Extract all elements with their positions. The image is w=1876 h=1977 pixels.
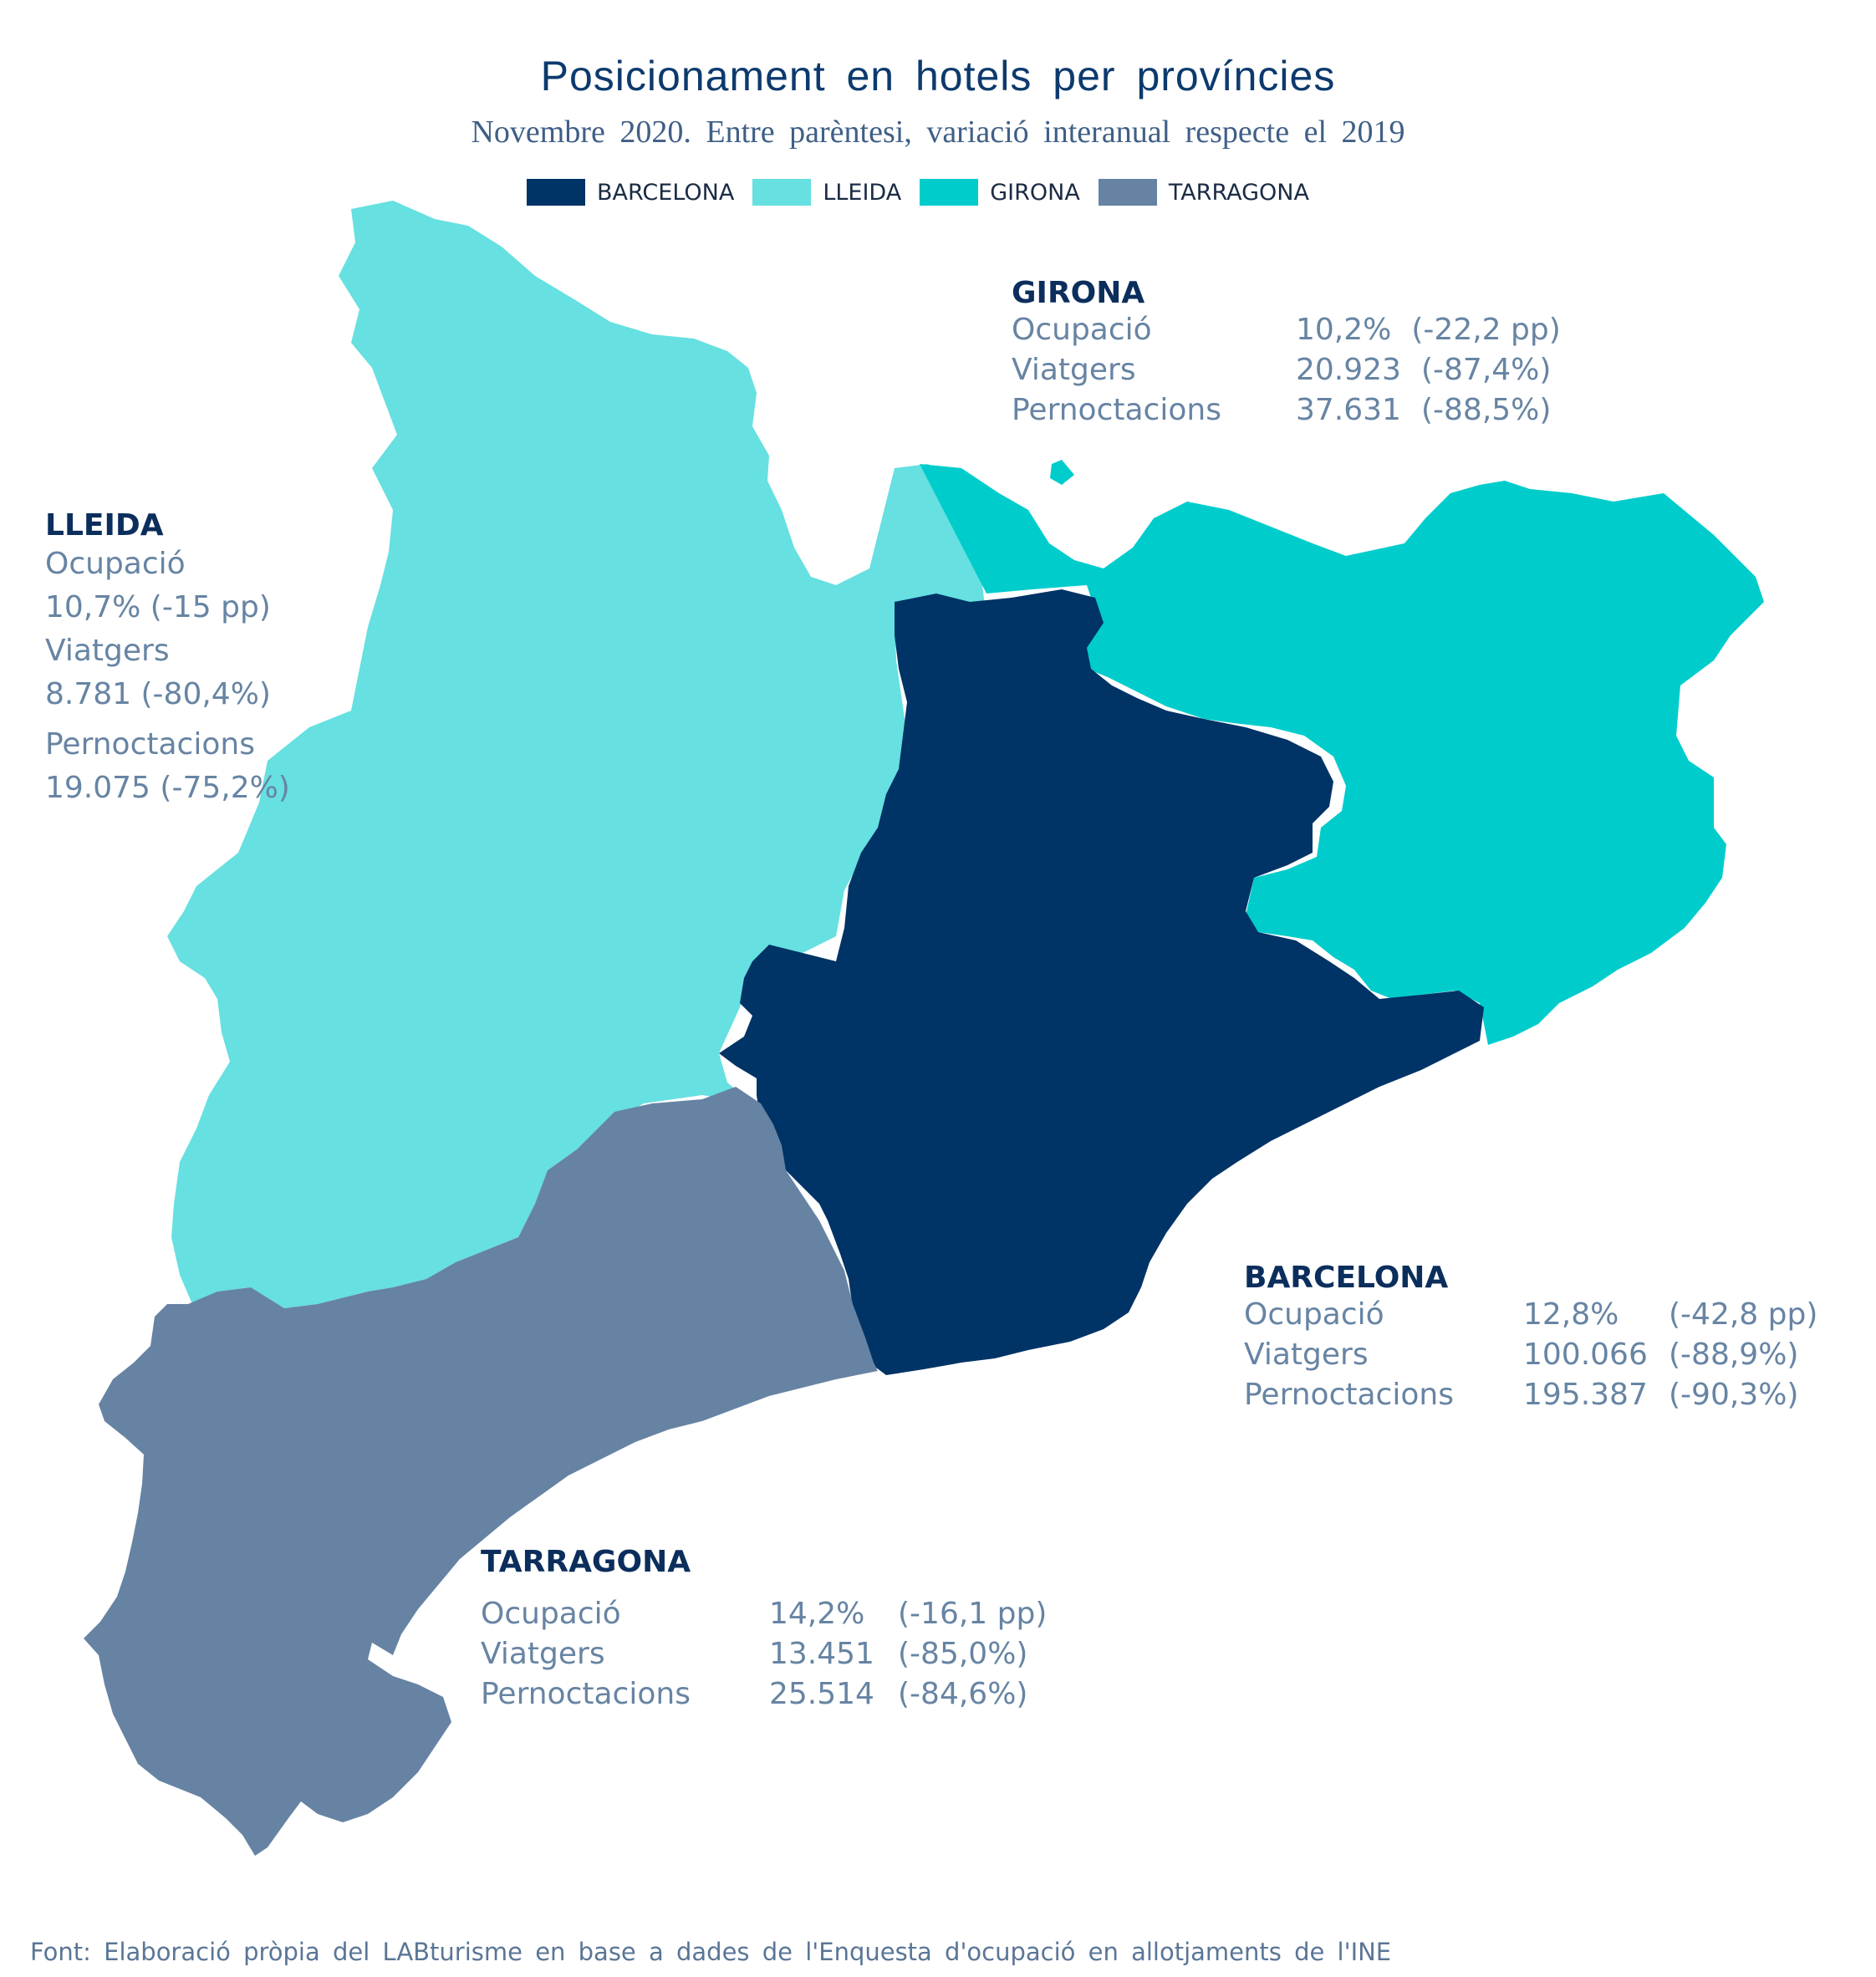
barcelona-ocupacio-label: Ocupació xyxy=(1244,1297,1384,1332)
tarragona-pernoctacions-var: (-84,6%) xyxy=(898,1677,1028,1711)
legend-item-girona: GIRONA xyxy=(920,179,1080,206)
lleida-name: LLEIDA xyxy=(45,508,164,543)
lleida-ocupacio-label: Ocupació xyxy=(45,547,186,581)
girona-viatgers-value: 20.923 xyxy=(1296,353,1401,387)
girona-name: GIRONA xyxy=(1012,276,1145,310)
barcelona-pernoctacions-value: 195.387 xyxy=(1523,1378,1648,1412)
barcelona-info: BARCELONA Ocupació 12,8% (-42,8 pp) Viat… xyxy=(1244,1261,1817,1415)
tarragona-ocupacio-label: Ocupació xyxy=(481,1597,621,1631)
legend-swatch-tarragona xyxy=(1098,179,1157,206)
girona-viatgers-label: Viatgers xyxy=(1012,353,1136,387)
lleida-pernoctacions-value: 19.075 (-75,2%) xyxy=(45,771,290,805)
legend-swatch-lleida xyxy=(752,179,812,206)
barcelona-viatgers-label: Viatgers xyxy=(1244,1338,1369,1372)
chart-title: Posicionament en hotels per províncies xyxy=(540,53,1336,99)
legend-item-tarragona: TARRAGONA xyxy=(1098,179,1309,206)
barcelona-viatgers-value: 100.066 xyxy=(1523,1338,1648,1372)
lleida-info: LLEIDA Ocupació 10,7% (-15 pp) Viatgers … xyxy=(45,508,290,810)
girona-ocupacio-row: Ocupació 10,2% (-22,2 pp) xyxy=(1012,310,1561,350)
tarragona-ocupacio-value: 14,2% xyxy=(769,1597,865,1631)
tarragona-pernoctacions-label: Pernoctacions xyxy=(481,1677,691,1711)
lleida-ocupacio-value: 10,7% (-15 pp) xyxy=(45,590,271,624)
legend-swatch-girona xyxy=(920,179,979,206)
barcelona-pernoctacions-var: (-90,3%) xyxy=(1669,1378,1799,1412)
region-barcelona[interactable] xyxy=(719,589,1484,1375)
lleida-pernoctacions-label: Pernoctacions xyxy=(45,727,255,762)
tarragona-viatgers-label: Viatgers xyxy=(481,1637,605,1671)
barcelona-ocupacio-var: (-42,8 pp) xyxy=(1669,1297,1818,1332)
tarragona-pernoctacions-row: Pernoctacions 25.514 (-84,6%) xyxy=(481,1674,1047,1715)
legend-item-lleida: LLEIDA xyxy=(752,179,901,206)
barcelona-name: BARCELONA xyxy=(1244,1261,1449,1295)
girona-pernoctacions-row: Pernoctacions 37.631 (-88,5%) xyxy=(1012,390,1561,431)
girona-pernoctacions-value: 37.631 xyxy=(1296,393,1401,427)
legend: BARCELONA LLEIDA GIRONA TARRAGONA xyxy=(527,176,1328,209)
legend-swatch-barcelona xyxy=(527,179,585,206)
girona-viatgers-var: (-87,4%) xyxy=(1420,353,1552,387)
girona-viatgers-row: Viatgers 20.923 (-87,4%) xyxy=(1012,350,1561,390)
tarragona-pernoctacions-value: 25.514 xyxy=(769,1677,874,1711)
girona-ocupacio-value: 10,2% xyxy=(1296,313,1392,347)
chart-subtitle: Novembre 2020. Entre parèntesi, variació… xyxy=(471,115,1405,150)
barcelona-viatgers-row: Viatgers 100.066 (-88,9%) xyxy=(1244,1335,1817,1375)
barcelona-pernoctacions-row: Pernoctacions 195.387 (-90,3%) xyxy=(1244,1375,1817,1415)
legend-label-barcelona: BARCELONA xyxy=(597,179,735,206)
source-note: Font: Elaboració pròpia del LABturisme e… xyxy=(30,1938,1392,1966)
barcelona-ocupacio-value: 12,8% xyxy=(1523,1297,1619,1332)
lleida-viatgers-value: 8.781 (-80,4%) xyxy=(45,677,271,711)
tarragona-viatgers-row: Viatgers 13.451 (-85,0%) xyxy=(481,1634,1047,1674)
tarragona-ocupacio-row: Ocupació 14,2% (-16,1 pp) xyxy=(481,1594,1047,1634)
legend-label-girona: GIRONA xyxy=(990,179,1080,206)
girona-info: GIRONA Ocupació 10,2% (-22,2 pp) Viatger… xyxy=(1012,276,1561,431)
region-girona[interactable] xyxy=(920,464,1764,1045)
legend-label-tarragona: TARRAGONA xyxy=(1168,179,1309,206)
girona-ocupacio-var: (-22,2 pp) xyxy=(1411,313,1561,347)
barcelona-ocupacio-row: Ocupació 12,8% (-42,8 pp) xyxy=(1244,1295,1817,1335)
legend-label-lleida: LLEIDA xyxy=(823,179,902,206)
region-girona-islet xyxy=(1050,460,1074,485)
tarragona-viatgers-var: (-85,0%) xyxy=(898,1637,1028,1671)
girona-pernoctacions-label: Pernoctacions xyxy=(1012,393,1221,427)
tarragona-viatgers-value: 13.451 xyxy=(769,1637,874,1671)
tarragona-name: TARRAGONA xyxy=(481,1545,691,1579)
region-lleida[interactable] xyxy=(167,201,986,1308)
girona-pernoctacions-var: (-88,5%) xyxy=(1420,393,1552,427)
lleida-viatgers-label: Viatgers xyxy=(45,634,170,668)
legend-item-barcelona: BARCELONA xyxy=(527,179,734,206)
girona-ocupacio-label: Ocupació xyxy=(1012,313,1152,347)
region-tarragona[interactable] xyxy=(84,1087,878,1856)
tarragona-ocupacio-var: (-16,1 pp) xyxy=(898,1597,1048,1631)
tarragona-info: TARRAGONA Ocupació 14,2% (-16,1 pp) Viat… xyxy=(481,1545,1047,1715)
barcelona-pernoctacions-label: Pernoctacions xyxy=(1244,1378,1454,1412)
barcelona-viatgers-var: (-88,9%) xyxy=(1669,1338,1799,1372)
